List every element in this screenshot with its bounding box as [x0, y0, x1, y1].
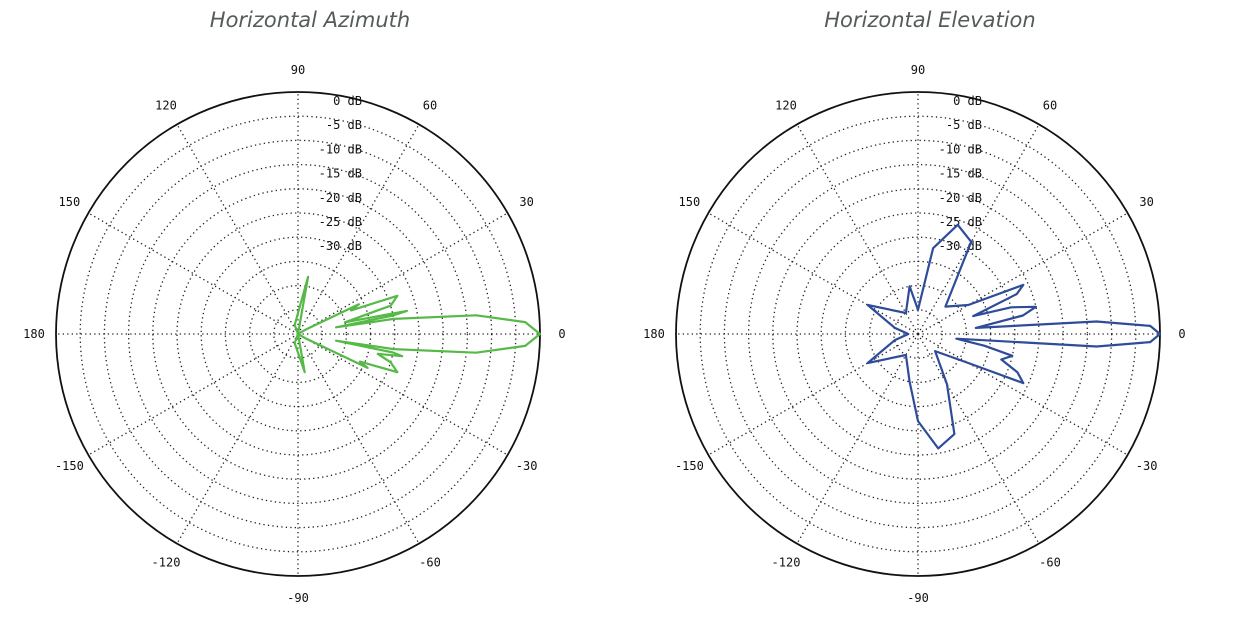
angle-tick-label: -150 [675, 459, 704, 473]
azimuth-chart-panel: Horizontal Azimuth 0 30 60 90 120 150 180 -150 -… [0, 0, 620, 630]
angle-tick-label: 120 [775, 98, 797, 112]
angle-tick-label: -60 [419, 556, 441, 570]
elevation-polar-plot: 0 30 60 90 120 150 180 -150 -120 -90 -60 -30 0 dB -5 … [643, 63, 1185, 605]
angle-tick-label: 90 [911, 63, 925, 77]
radial-tick-label: -25 dB [939, 215, 982, 229]
angle-tick-label: -150 [55, 459, 84, 473]
grid-ring [79, 115, 517, 553]
angle-tick-label: 120 [155, 98, 177, 112]
grid-ring [200, 236, 396, 432]
grid-spoke [88, 212, 299, 335]
radial-tick-label: -20 dB [319, 191, 362, 205]
grid-ring [127, 163, 469, 505]
grid-spoke [88, 333, 299, 456]
radial-tick-label: -5 dB [946, 118, 982, 132]
radial-tick-label: -20 dB [939, 191, 982, 205]
angle-tick-label: 150 [679, 195, 701, 209]
grid-spoke [796, 333, 919, 544]
pattern-series-line [866, 223, 1162, 450]
grid-spoke [796, 124, 919, 335]
angle-tick-label: -90 [907, 591, 929, 605]
elevation-chart-panel: Horizontal Elevation 0 30 60 90 120 150 180 -15… [620, 0, 1240, 630]
angle-tick-label: 30 [1139, 195, 1153, 209]
grid-ring [868, 284, 968, 384]
azimuth-polar-plot: 0 30 60 90 120 150 180 -150 -120 -90 -60 -30 0 dB -5 … [23, 63, 565, 605]
angle-tick-label: 180 [23, 327, 45, 341]
radial-tick-label: -10 dB [939, 142, 982, 156]
radial-tick-label: -15 dB [319, 167, 362, 181]
angle-tick-label: -60 [1039, 556, 1061, 570]
grid-spoke [176, 333, 299, 544]
radial-tick-label: -5 dB [326, 118, 362, 132]
angle-tick-label: 60 [1043, 98, 1057, 112]
grid-ring [248, 284, 348, 384]
angle-tick-label: 90 [291, 63, 305, 77]
angle-tick-label: 180 [643, 327, 665, 341]
angle-tick-label: 30 [519, 195, 533, 209]
angle-tick-label: 0 [558, 327, 565, 341]
grid-spoke [176, 124, 299, 335]
grid-ring [820, 236, 1016, 432]
angle-tick-label: -30 [1136, 459, 1158, 473]
angle-tick-label: 150 [59, 195, 81, 209]
radial-tick-label: -25 dB [319, 215, 362, 229]
angle-tick-label: -120 [152, 556, 181, 570]
chart-title: Horizontal Azimuth [209, 8, 411, 32]
angle-tick-label: -90 [287, 591, 309, 605]
angle-tick-label: -30 [516, 459, 538, 473]
radial-tick-label: 0 dB [953, 94, 982, 108]
angle-tick-label: 60 [423, 98, 437, 112]
radial-tick-label: -10 dB [319, 142, 362, 156]
radial-tick-label: -30 dB [319, 239, 362, 253]
pattern-series-line [293, 275, 542, 374]
angle-tick-label: 0 [1178, 327, 1185, 341]
angle-tick-label: -120 [772, 556, 801, 570]
radial-tick-label: -30 dB [939, 239, 982, 253]
grid-spoke [708, 212, 919, 335]
radial-tick-label: 0 dB [333, 94, 362, 108]
chart-title: Horizontal Elevation [824, 8, 1036, 32]
radial-tick-label: -15 dB [939, 167, 982, 181]
grid-ring [176, 212, 420, 456]
grid-spoke [708, 333, 919, 456]
grid-ring [796, 212, 1040, 456]
